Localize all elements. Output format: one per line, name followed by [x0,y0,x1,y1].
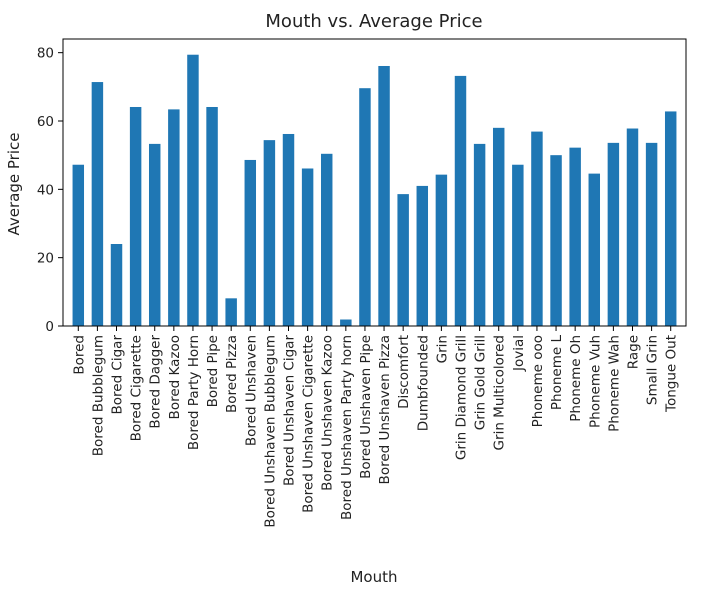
x-tick-label: Bored Pipe [205,335,221,407]
y-tick-label: 20 [37,251,54,267]
bar [473,143,486,326]
bar [320,153,333,326]
bar [359,88,371,326]
x-tick-label: Bored Unshaven Cigar [282,335,298,486]
x-tick-label: Grin [434,335,450,363]
x-tick-label: Phoneme ooo [530,335,546,427]
x-tick-label: Bored Kazoo [167,335,183,419]
bar [168,109,180,326]
x-tick-label: Bored Cigar [110,335,126,415]
x-tick-label: Bored Dagger [148,335,164,429]
x-tick-label: Phoneme Vuh [587,335,603,428]
bar [282,133,295,326]
plot-frame [62,38,687,327]
y-tick-label: 60 [37,114,54,130]
bar [588,173,601,326]
bar [206,106,218,326]
x-tick-label: Small Grin [645,335,661,405]
x-tick-label: Bored Party Horn [186,335,202,450]
bar [129,106,142,326]
bar [531,131,543,326]
x-tick-label: Bored Unshaven Cigarette [301,335,317,513]
bar [645,142,658,326]
x-tick-label: Bored Unshaven Bubblegum [262,335,278,528]
bar [569,147,581,326]
y-tick-label: 80 [37,46,54,62]
x-tick-label: Bored Unshaven Pipe [358,335,374,479]
bar [512,164,524,326]
bar [148,143,161,326]
x-axis-title: Mouth [350,568,397,586]
x-tick-label: Grin Diamond Grill [453,335,469,460]
x-tick-label: Bored Pizza [224,335,240,413]
y-tick-label: 40 [37,182,54,198]
bar [187,54,199,326]
bar [91,82,104,326]
x-tick-label: Bored Unshaven [243,335,259,446]
x-tick-label: Phoneme L [549,335,565,411]
bar [263,140,276,326]
x-tick-label: Bored Bubblegum [90,335,106,456]
x-tick-label: Bored [71,335,87,375]
bar [301,168,314,326]
y-tick-label: 0 [45,319,54,335]
x-tick-label: Bored Unshaven Kazoo [320,335,336,491]
bar [664,111,677,326]
bar [435,174,448,326]
x-tick-label: Bored Unshaven Party horn [339,335,355,520]
bar [110,244,123,326]
bar [340,319,352,326]
chart-title: Mouth vs. Average Price [265,11,482,32]
x-tick-label: Dumbfounded [415,335,431,431]
bar [492,127,505,326]
bar [72,164,85,326]
bar [225,298,237,326]
bar [626,128,639,326]
x-tick-label: Grin Multicolored [492,335,508,450]
y-axis-title: Average Price [5,133,23,236]
x-tick-label: Tongue Out [664,335,680,413]
bar [550,155,562,326]
x-tick-label: Bored Unshaven Pizza [377,335,393,484]
x-tick-label: Rage [625,335,641,369]
bar [397,194,409,326]
x-tick-label: Phoneme Oh [568,335,584,422]
bar [378,65,390,326]
x-tick-label: Discomfort [396,335,412,409]
bar [416,185,429,326]
x-tick-label: Phoneme Wah [606,335,622,432]
bar [454,75,467,327]
x-tick-label: Grin Gold Grill [473,335,489,430]
bar [607,142,620,326]
x-tick-label: Bored Cigarette [129,335,145,441]
x-tick-label: Jovial [511,335,527,372]
bar [244,159,257,326]
